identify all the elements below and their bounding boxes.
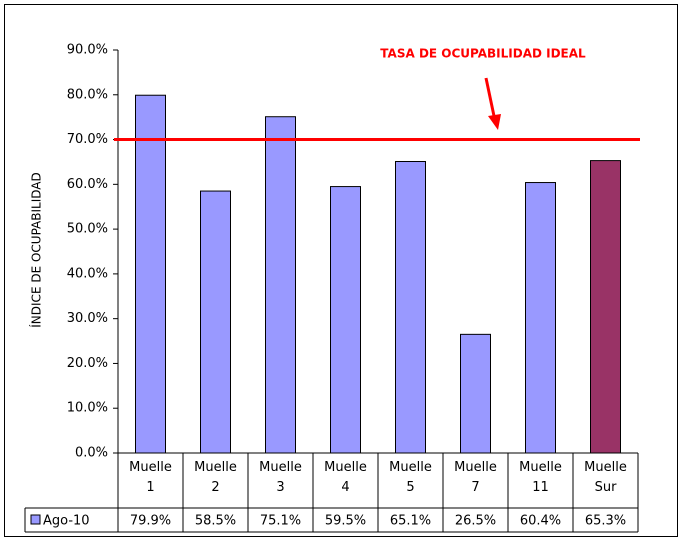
data-table-value: 79.9%	[130, 514, 171, 529]
data-table-value: 65.1%	[390, 514, 431, 529]
reference-label: TASA DE OCUPABILIDAD IDEAL	[380, 47, 586, 61]
x-tick-label: Muelle 3	[259, 460, 302, 495]
x-tick-label: Muelle 5	[389, 460, 432, 495]
bar	[525, 182, 556, 454]
data-table-value: 60.4%	[520, 514, 561, 529]
data-table-value: 75.1%	[260, 514, 301, 529]
y-tick-label: 60.0%	[67, 177, 108, 192]
bar	[135, 94, 166, 454]
legend-label: Ago-10	[43, 514, 90, 529]
bar	[265, 116, 296, 454]
x-tick-label: Muelle 7	[454, 460, 497, 495]
bar	[590, 160, 621, 454]
y-tick-label: 0.0%	[75, 446, 108, 461]
data-table-value: 26.5%	[455, 514, 496, 529]
bar	[330, 186, 361, 454]
y-tick-label: 20.0%	[67, 356, 108, 371]
x-tick-label: Muelle 11	[519, 460, 562, 495]
data-table-value: 58.5%	[195, 514, 236, 529]
bar	[460, 333, 491, 454]
y-tick-label: 10.0%	[67, 401, 108, 416]
bar	[200, 190, 231, 454]
bar	[395, 160, 426, 454]
annotation-arrow	[484, 77, 496, 117]
x-tick-label: Muelle 4	[324, 460, 367, 495]
y-tick-label: 70.0%	[67, 132, 108, 147]
annotation-arrowhead	[488, 114, 501, 130]
x-tick-label: Muelle 1	[129, 460, 172, 495]
x-tick-label: Muelle 2	[194, 460, 237, 495]
x-tick-label: Muelle Sur	[584, 460, 627, 495]
y-tick-label: 50.0%	[67, 222, 108, 237]
y-tick-label: 80.0%	[67, 87, 108, 102]
y-tick-label: 90.0%	[67, 43, 108, 58]
legend-swatch	[30, 514, 41, 525]
y-tick-label: 40.0%	[67, 266, 108, 281]
data-table-value: 59.5%	[325, 514, 366, 529]
y-axis-title: ÍNDICE DE OCUPABILIDAD	[29, 172, 44, 327]
data-table-value: 65.3%	[585, 514, 626, 529]
y-tick-label: 30.0%	[67, 311, 108, 326]
